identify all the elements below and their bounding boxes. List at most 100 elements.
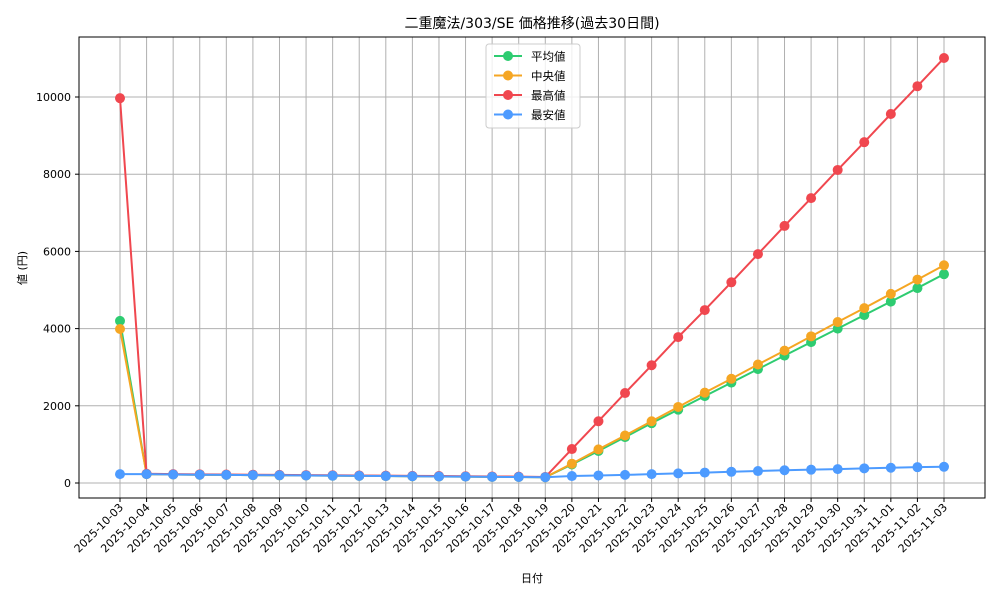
y-tick-label: 10000 <box>36 91 71 104</box>
data-point-marker <box>726 373 737 384</box>
data-point-marker <box>433 471 444 482</box>
data-point-marker <box>885 108 896 119</box>
series-3 <box>115 461 949 483</box>
data-point-marker <box>593 444 604 455</box>
plot-frame <box>78 36 986 499</box>
series-line <box>119 273 945 479</box>
data-point-marker <box>620 388 631 399</box>
data-point-marker <box>752 249 763 260</box>
data-point-marker <box>912 283 923 294</box>
data-point-marker <box>566 471 577 482</box>
data-point-marker <box>646 360 657 371</box>
legend-item-2: 最高値 <box>494 89 566 103</box>
data-point-marker <box>885 296 896 307</box>
data-point-marker <box>115 323 125 334</box>
data-point-marker <box>726 277 737 288</box>
data-point-marker <box>752 359 763 370</box>
data-point-marker <box>939 260 949 271</box>
data-point-marker <box>487 471 498 482</box>
y-axis-ticks: 0 2000 4000 6000 8000 10000 <box>36 91 79 490</box>
data-point-marker <box>806 464 817 475</box>
data-point-marker <box>779 220 790 231</box>
data-point-marker <box>912 274 923 285</box>
legend-marker-icon <box>503 70 513 81</box>
legend-marker-icon <box>503 109 513 120</box>
data-point-marker <box>620 430 631 441</box>
data-point-marker <box>912 462 923 473</box>
series-1 <box>115 260 949 483</box>
legend-marker-icon <box>503 51 513 61</box>
x-axis-label: 日付 <box>521 572 543 585</box>
series-layer <box>115 53 949 483</box>
data-point-marker <box>354 470 365 481</box>
data-point-marker <box>593 470 604 481</box>
x-axis-ticks: 2025-10-032025-10-042025-10-052025-10-06… <box>72 498 950 555</box>
data-point-marker <box>939 53 949 64</box>
legend-item-1: 中央値 <box>494 69 566 83</box>
data-point-marker <box>699 387 710 398</box>
legend-label: 平均値 <box>531 50 566 64</box>
y-tick-label: 2000 <box>43 400 71 413</box>
data-point-marker <box>939 461 949 472</box>
y-tick-label: 0 <box>64 477 71 490</box>
data-point-marker <box>779 465 790 476</box>
data-point-marker <box>460 471 471 482</box>
grid-lines <box>79 37 985 498</box>
data-point-marker <box>115 469 125 480</box>
data-point-marker <box>832 164 843 175</box>
data-point-marker <box>407 471 418 482</box>
data-point-marker <box>274 470 285 481</box>
data-point-marker <box>566 444 577 455</box>
data-point-marker <box>726 466 737 477</box>
series-line <box>120 465 945 479</box>
data-point-marker <box>646 416 657 427</box>
legend-label: 中央値 <box>531 69 566 83</box>
data-point-marker <box>593 416 604 427</box>
data-point-marker <box>885 288 896 299</box>
data-point-marker <box>540 472 551 483</box>
data-point-marker <box>221 469 232 480</box>
data-point-marker <box>859 303 870 314</box>
data-point-marker <box>646 469 657 480</box>
y-axis-label: 値 (円) <box>16 251 29 285</box>
data-point-marker <box>168 469 179 480</box>
data-point-marker <box>380 471 391 482</box>
legend-item-3: 最安値 <box>494 108 566 122</box>
legend-item-0: 平均値 <box>494 50 566 64</box>
data-point-marker <box>620 469 631 480</box>
data-point-marker <box>673 332 684 343</box>
data-point-marker <box>859 310 870 321</box>
data-point-marker <box>806 331 817 342</box>
data-point-marker <box>859 463 870 474</box>
y-tick-label: 4000 <box>43 323 71 336</box>
data-point-marker <box>806 193 817 204</box>
data-point-marker <box>566 458 577 469</box>
data-point-marker <box>832 317 843 328</box>
data-point-marker <box>301 470 312 481</box>
data-point-marker <box>939 269 949 280</box>
legend-marker-icon <box>503 90 513 100</box>
data-point-marker <box>752 466 763 477</box>
data-point-marker <box>115 93 125 104</box>
legend-box <box>485 43 581 129</box>
data-point-marker <box>912 81 923 92</box>
data-point-marker <box>779 345 790 356</box>
data-point-marker <box>832 464 843 475</box>
data-point-marker <box>327 470 338 481</box>
data-point-marker <box>194 469 205 480</box>
chart-title: 二重魔法/303/SE 価格推移(過去30日間) <box>404 16 659 32</box>
y-tick-label: 6000 <box>43 245 71 258</box>
data-point-marker <box>247 470 258 481</box>
series-0 <box>115 269 949 483</box>
data-point-marker <box>885 462 896 473</box>
data-point-marker <box>859 137 870 148</box>
series-line <box>119 264 945 479</box>
legend-label: 最高値 <box>531 89 566 103</box>
data-point-marker <box>513 472 524 483</box>
data-point-marker <box>699 467 710 478</box>
data-point-marker <box>699 305 710 316</box>
data-point-marker <box>115 315 125 326</box>
y-tick-label: 8000 <box>43 168 71 181</box>
